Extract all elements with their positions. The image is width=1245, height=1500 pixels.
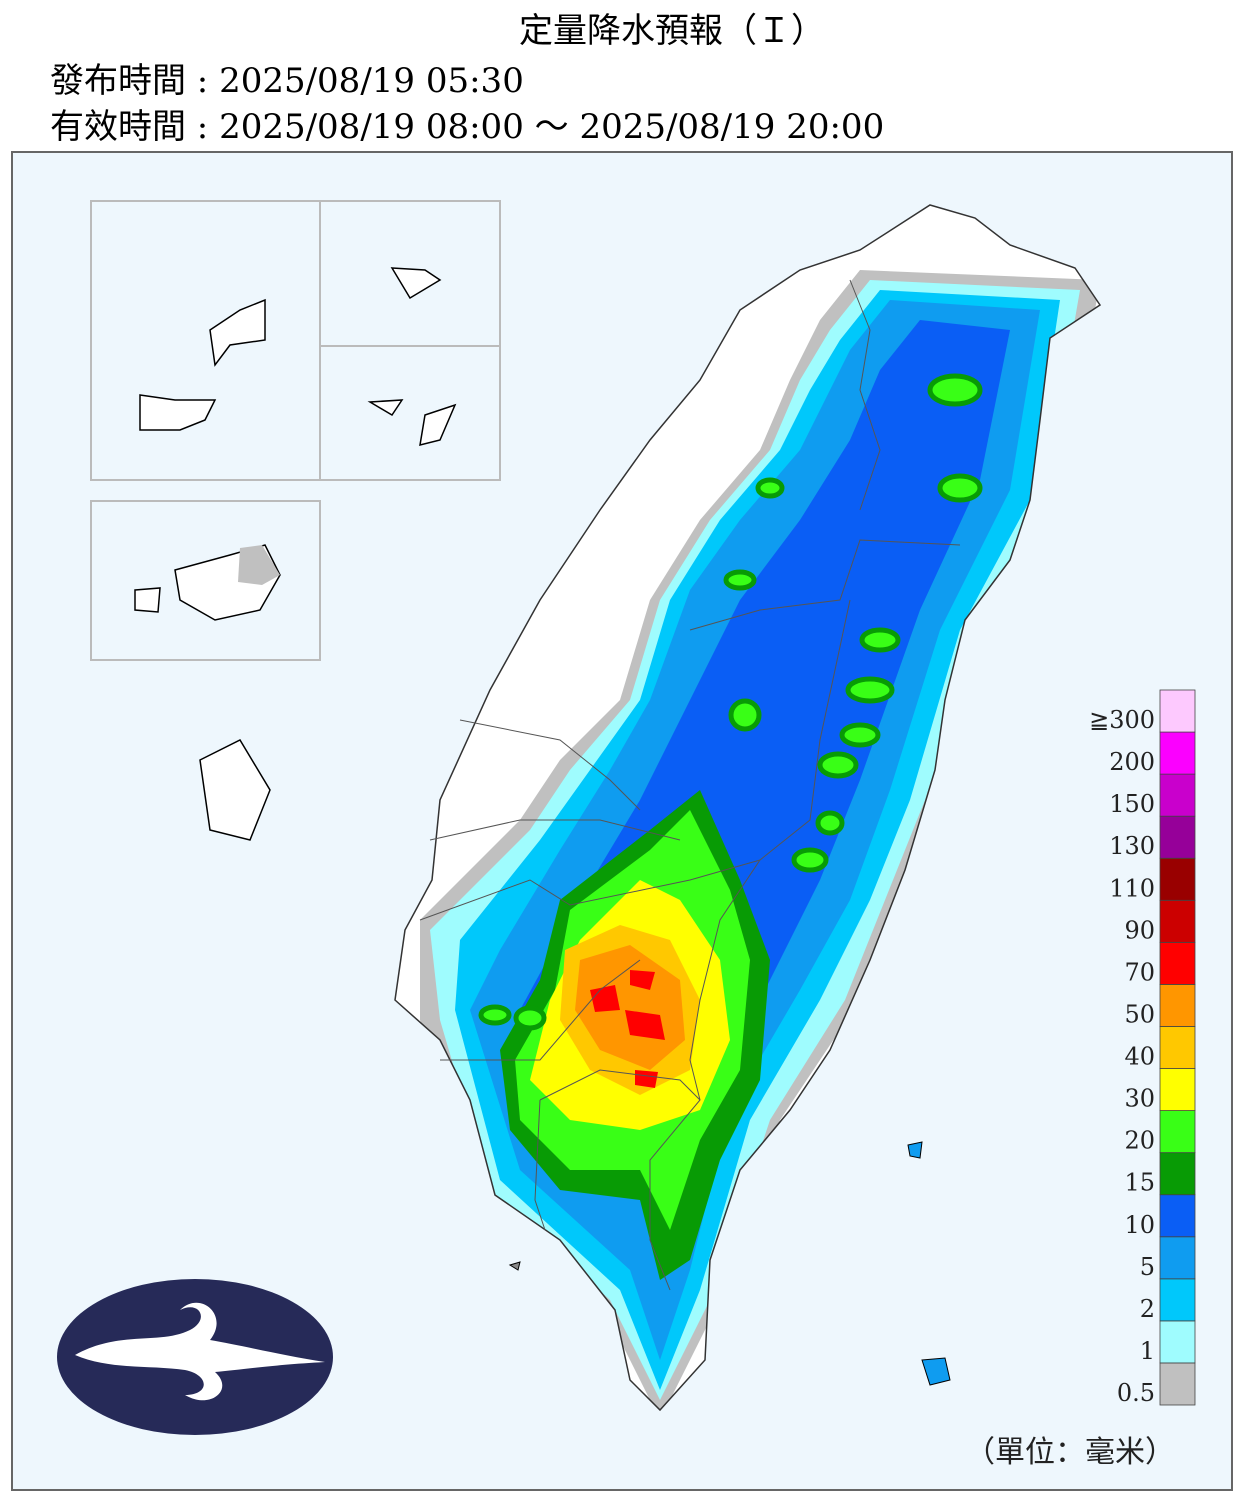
issue-time: 發布時間 : 2025/08/19 05:30 xyxy=(50,61,524,101)
legend-label: 0.5 xyxy=(1117,1379,1155,1407)
title: 定量降水預報（Ｉ） xyxy=(519,11,825,51)
inset-rain xyxy=(238,545,280,585)
rain-field xyxy=(420,270,1100,1410)
legend-swatch xyxy=(1159,1320,1196,1364)
legend-swatch xyxy=(1159,1278,1196,1322)
legend-label: 30 xyxy=(1124,1085,1155,1113)
legend-label: 2 xyxy=(1140,1295,1155,1323)
legend-label: 1 xyxy=(1140,1337,1155,1365)
legend-label: 50 xyxy=(1124,1000,1155,1028)
legend-swatch xyxy=(1159,1194,1196,1238)
legend-swatch xyxy=(1159,857,1196,901)
legend: 0.5 1 2 5 10 15 20 30 40 50 70 90 110 130 150 200 ≧300 xyxy=(1089,689,1196,1407)
insets xyxy=(90,200,501,661)
legend-label: 40 xyxy=(1124,1043,1155,1071)
valid-time: 有效時間 : 2025/08/19 08:00 ～ 2025/08/19 20:… xyxy=(50,107,884,147)
legend-swatch xyxy=(1159,984,1196,1027)
legend-swatch xyxy=(1159,899,1196,943)
legend-swatch xyxy=(1159,689,1196,733)
unit-label: （單位：毫米） xyxy=(965,1435,1175,1470)
legend-swatch xyxy=(1159,1152,1196,1196)
legend-label: 20 xyxy=(1124,1127,1155,1155)
legend-swatch xyxy=(1159,1236,1196,1280)
legend-swatch xyxy=(1159,941,1196,985)
legend-label: 15 xyxy=(1124,1169,1155,1197)
offshore-islets xyxy=(508,1141,951,1386)
county-borders xyxy=(394,204,1102,1412)
legend-label: 130 xyxy=(1109,832,1155,860)
legend-swatch xyxy=(1159,773,1196,817)
legend-label: 10 xyxy=(1124,1211,1155,1239)
legend-label: 90 xyxy=(1124,916,1155,944)
legend-label: 150 xyxy=(1109,790,1155,818)
legend-label: 5 xyxy=(1140,1253,1155,1281)
legend-swatch xyxy=(1159,1026,1196,1069)
logo xyxy=(57,1279,333,1435)
legend-label: 70 xyxy=(1124,958,1155,986)
legend-swatch xyxy=(1159,731,1196,775)
legend-label: 200 xyxy=(1109,748,1155,776)
legend-swatch xyxy=(1159,1068,1196,1111)
legend-label: 110 xyxy=(1109,874,1155,902)
legend-swatch xyxy=(1159,815,1196,859)
legend-swatch xyxy=(1159,1110,1196,1154)
legend-swatch xyxy=(1159,1362,1196,1406)
legend-label: ≧300 xyxy=(1089,706,1155,734)
